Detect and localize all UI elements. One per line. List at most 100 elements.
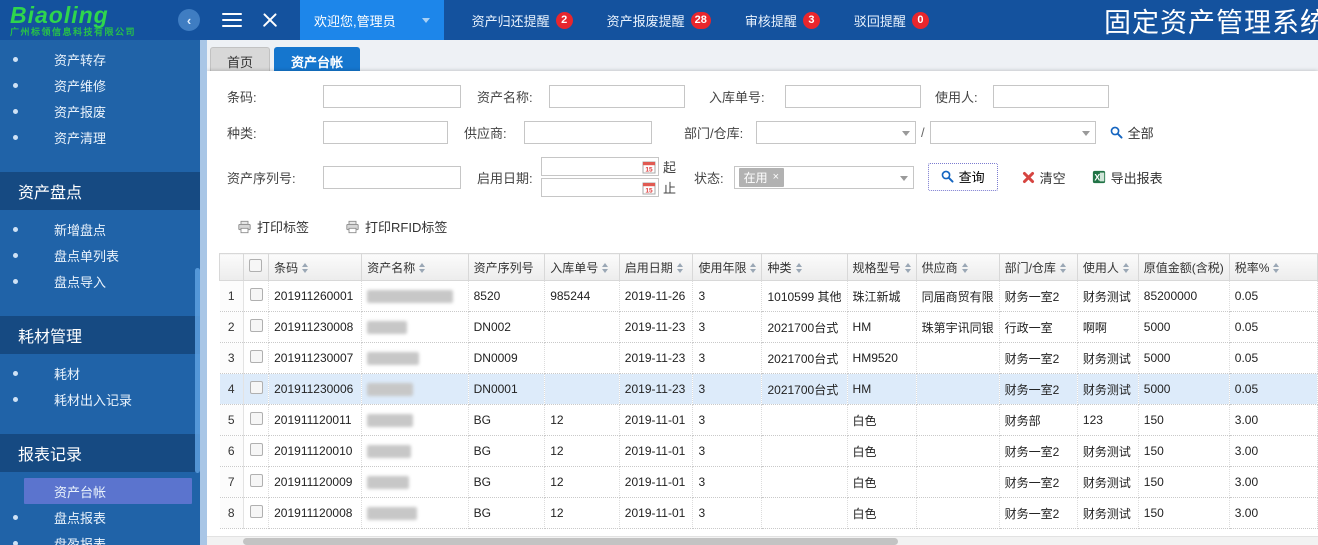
asset-name-input[interactable] (549, 85, 685, 108)
cell-supplier: 珠第宇讯同银 (916, 311, 1000, 343)
status-select[interactable]: 在用 × (733, 165, 914, 189)
scrollbar-thumb[interactable] (243, 538, 898, 545)
column-header-supplier[interactable]: 供应商 (916, 253, 1000, 281)
date-from-input[interactable]: 15 (541, 157, 659, 176)
notification-asset-scrap[interactable]: 资产报废提醒 28 (607, 11, 711, 30)
clear-button[interactable]: 清空 (1022, 168, 1066, 187)
calendar-icon[interactable]: 15 (642, 181, 656, 195)
close-icon[interactable] (262, 12, 278, 28)
sidebar-item-资产报废[interactable]: 资产报废 (0, 98, 192, 124)
row-checkbox[interactable] (249, 412, 263, 425)
notification-asset-return[interactable]: 资产归还提醒 2 (472, 11, 573, 30)
sidebar-scrollbar[interactable] (195, 268, 200, 473)
date-to-input[interactable]: 15 (541, 178, 659, 197)
cell-spec: HM (847, 311, 917, 343)
cell-barcode: 201911120008 (268, 497, 363, 529)
table-row[interactable]: 5 201911120011 BG 12 2019-11-01 3 白色 财务部 123 150 3… (219, 404, 1318, 436)
row-checkbox[interactable] (249, 319, 263, 332)
sidebar-item-资产转存[interactable]: 资产转存 (0, 46, 192, 72)
column-header-spec[interactable]: 规格型号 (847, 253, 917, 281)
sidebar-group-header[interactable]: 资产盘点 (0, 172, 200, 210)
cell-serial: DN0001 (468, 373, 546, 405)
column-header-amount[interactable]: 原值金额(含税) (1138, 253, 1230, 281)
menu-icon[interactable] (222, 9, 242, 31)
sidebar-item-资产台帐[interactable]: 资产台帐 (24, 478, 192, 504)
calendar-icon[interactable]: 15 (642, 160, 656, 174)
cell-user: 123 (1077, 404, 1139, 436)
column-header-dept[interactable]: 部门/仓库 (999, 253, 1078, 281)
sidebar-item-盘盈报表[interactable]: 盘盈报表 (0, 530, 192, 545)
row-checkbox[interactable] (249, 288, 263, 301)
table-row[interactable]: 3 201911230007 DN0009 2019-11-23 3 2021700台式 H… (219, 342, 1318, 374)
table-row[interactable]: 7 201911120009 BG 12 2019-11-01 3 白色 财务一室2 财务测试 1… (219, 466, 1318, 498)
remove-tag-icon[interactable]: × (772, 171, 780, 183)
horizontal-scrollbar[interactable] (207, 536, 1318, 545)
sidebar-item-盘点报表[interactable]: 盘点报表 (0, 504, 192, 530)
collapse-sidebar-button[interactable]: ‹ (178, 9, 200, 31)
serial-input[interactable] (323, 165, 461, 189)
all-button[interactable]: 全部 (1110, 123, 1154, 142)
sidebar-item-盘点单列表[interactable]: 盘点单列表 (0, 242, 192, 268)
cell-user: 啊啊 (1077, 311, 1139, 343)
sidebar-item-耗材[interactable]: 耗材 (0, 360, 192, 386)
sidebar-group-header[interactable]: 耗材管理 (0, 316, 200, 354)
cell-barcode: 201911120011 (268, 404, 363, 436)
sidebar-group-header[interactable]: 报表记录 (0, 434, 200, 472)
tab-首页[interactable]: 首页 (210, 47, 271, 71)
notification-reject[interactable]: 驳回提醒 0 (854, 11, 929, 30)
notification-audit[interactable]: 审核提醒 3 (745, 11, 820, 30)
cell-date: 2019-11-23 (619, 373, 694, 405)
table-row[interactable]: 1 201911260001 8520 985244 2019-11-26 3 101059… (219, 280, 1318, 312)
cell-barcode: 201911260001 (268, 280, 363, 312)
sidebar-item-资产清理[interactable]: 资产清理 (0, 124, 192, 150)
column-header-inbound[interactable]: 入库单号 (544, 253, 620, 281)
export-report-button[interactable]: X 导出报表 (1092, 168, 1163, 187)
cell-supplier (916, 435, 1000, 467)
welcome-user-button[interactable]: 欢迎您,管理员 (300, 0, 444, 40)
column-header-serial[interactable]: 资产序列号 (468, 253, 546, 281)
cell-spec: 白色 (847, 497, 917, 529)
print-rfid-button[interactable]: 打印RFID标签 (345, 217, 447, 236)
sidebar-item-资产维修[interactable]: 资产维修 (0, 72, 192, 98)
row-checkbox[interactable] (249, 350, 263, 363)
supplier-input[interactable] (524, 121, 652, 144)
column-header-tax[interactable]: 税率% (1229, 253, 1318, 281)
table-row[interactable]: 6 201911120010 BG 12 2019-11-01 3 白色 财务一室2 财务测试 1… (219, 435, 1318, 467)
column-header-date[interactable]: 启用日期 (619, 253, 694, 281)
print-label-button[interactable]: 打印标签 (237, 217, 309, 236)
cell-dept: 财务一室2 (999, 280, 1078, 312)
cell-amount: 5000 (1138, 342, 1230, 374)
cell-amount: 150 (1138, 435, 1230, 467)
user-input[interactable] (993, 85, 1109, 108)
search-button[interactable]: 查询 (927, 163, 998, 191)
row-checkbox[interactable] (249, 505, 263, 518)
table-row[interactable]: 2 201911230008 DN002 2019-11-23 3 2021700台式 HM… (219, 311, 1318, 343)
row-checkbox[interactable] (249, 381, 263, 394)
sidebar-item-盘点导入[interactable]: 盘点导入 (0, 268, 192, 294)
inbound-no-input[interactable] (785, 85, 921, 108)
category-input[interactable] (323, 121, 448, 144)
column-header-name[interactable]: 资产名称 (361, 253, 469, 281)
sidebar-item-label: 盘点单列表 (54, 248, 120, 264)
cell-supplier (916, 373, 1000, 405)
row-checkbox[interactable] (249, 443, 263, 456)
sidebar-item-新增盘点[interactable]: 新增盘点 (0, 216, 192, 242)
tab-资产台帐[interactable]: 资产台帐 (274, 47, 361, 71)
column-header-barcode[interactable]: 条码 (268, 253, 363, 281)
cell-dept: 财务一室2 (999, 342, 1078, 374)
sort-icon (1122, 263, 1129, 274)
table-row[interactable]: 4 201911230006 DN0001 2019-11-23 3 2021700台式 H… (219, 373, 1318, 405)
warehouse-select[interactable] (929, 121, 1096, 144)
row-checkbox[interactable] (249, 474, 263, 487)
column-header-years[interactable]: 使用年限 (692, 253, 763, 281)
select-all-checkbox[interactable] (248, 259, 262, 272)
cell-supplier (916, 466, 1000, 498)
sort-icon (904, 263, 911, 274)
column-header-category[interactable]: 种类 (761, 253, 848, 281)
dept-select[interactable] (756, 121, 916, 144)
cell-name (361, 280, 469, 312)
sidebar-item-耗材出入记录[interactable]: 耗材出入记录 (0, 386, 192, 412)
table-row[interactable]: 8 201911120008 BG 12 2019-11-01 3 白色 财务一室2 财务测试 1… (219, 497, 1318, 529)
column-header-user[interactable]: 使用人 (1077, 253, 1139, 281)
barcode-input[interactable] (323, 85, 461, 108)
